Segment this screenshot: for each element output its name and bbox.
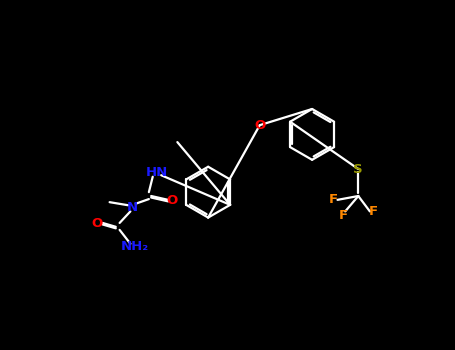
Text: O: O [167,194,177,207]
Text: NH₂: NH₂ [121,239,149,253]
Text: F: F [329,193,338,206]
Text: HN: HN [146,166,168,180]
Text: O: O [254,119,265,132]
Text: S: S [354,162,363,176]
Text: F: F [339,209,348,222]
Text: O: O [91,217,102,230]
Text: F: F [369,205,378,218]
Text: N: N [127,201,138,214]
